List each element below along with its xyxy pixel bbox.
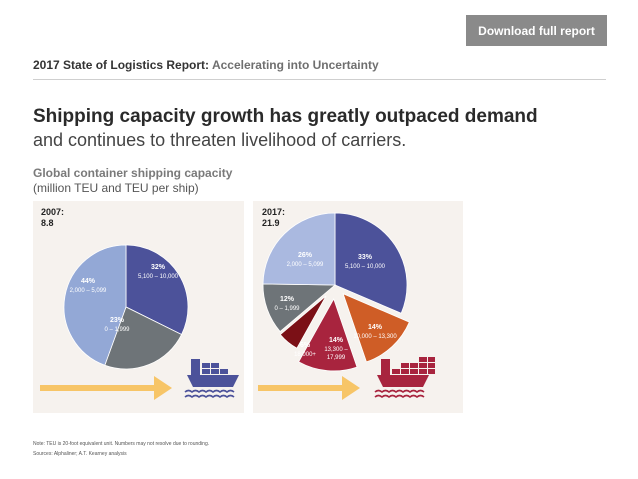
slice-2017-5-pct-label: 26% <box>298 252 313 259</box>
slice-2017-3-pct-label: 6% <box>300 342 311 349</box>
slice-2007-1-range-label: 0 – 1,999 <box>104 327 130 333</box>
year-label-2017: 2017: 21.9 <box>262 207 285 229</box>
container-box <box>220 369 228 374</box>
wave-line <box>374 394 425 399</box>
slice-2007-1-pct-label: 23% <box>110 317 125 324</box>
container-box <box>392 369 400 374</box>
pie-chart-2007: 32% 5,100 – 10,000 23% 0 – 1,999 44% 2,000 – … <box>40 244 239 400</box>
slice-2017-4-pct-label: 12% <box>280 296 295 303</box>
container-box <box>211 369 219 374</box>
pie-slice-2017-0 <box>334 212 408 314</box>
container-box <box>419 357 427 362</box>
slice-2007-0-range-label: 5,100 – 10,000 <box>138 274 179 280</box>
pie-slice-2017-5 <box>262 212 336 286</box>
footnote: Note: TEU is 20-foot equivalent unit. Nu… <box>33 441 210 447</box>
report-title-prefix: 2017 State of Logistics Report: <box>33 58 210 72</box>
slice-2007-2-pct-label: 44% <box>81 278 96 285</box>
container-box <box>419 369 427 374</box>
arrow-shaft <box>258 385 344 391</box>
panel-2007: 2007: 8.8 32% 5,100 – 10,000 23% 0 – 1,999 4… <box>33 201 244 413</box>
arrow-head <box>154 376 172 400</box>
slice-2017-5-range-label: 2,000 – 5,099 <box>287 262 324 268</box>
download-report-button[interactable]: Download full report <box>466 15 607 46</box>
ship-icon-2007 <box>184 359 239 399</box>
container-box <box>202 369 210 374</box>
year-2007: 2007: <box>41 207 65 217</box>
slice-2017-1-pct-label: 14% <box>368 324 383 331</box>
slice-2017-2-range-label: 13,300 – <box>324 347 348 353</box>
ship-hull <box>377 375 429 387</box>
container-box <box>428 357 435 362</box>
header-divider <box>33 79 606 80</box>
pie-slice-2007-1 <box>104 306 183 370</box>
wave-line <box>374 389 425 394</box>
container-box <box>401 363 409 368</box>
subheadline: and continues to threaten livelihood of … <box>33 130 407 150</box>
year-label-2007: 2007: 8.8 <box>41 207 64 229</box>
report-title-suffix: Accelerating into Uncertainty <box>211 58 379 72</box>
container-box <box>401 369 409 374</box>
pie-chart-2017: 33% 5,100 – 10,000 14% 10,000 – 13,300 14% 13… <box>258 212 435 400</box>
ship-bridge <box>381 359 390 375</box>
panel-2017: 2017: 21.9 33% 5,100 – 10,000 14% 10,000 – … <box>253 201 463 413</box>
arrow-head <box>342 376 360 400</box>
chart-title: Global container shipping capacity <box>33 166 233 180</box>
arrow-shaft <box>40 385 156 391</box>
pie-slice-2007-2 <box>63 244 127 366</box>
headline: Shipping capacity growth has greatly out… <box>33 106 538 127</box>
chart-subtitle: (million TEU and TEU per ship) <box>33 181 199 195</box>
total-2007: 8.8 <box>41 218 54 228</box>
wave-line <box>184 389 235 394</box>
container-box <box>410 363 418 368</box>
ship-bridge <box>191 359 200 375</box>
slice-2017-2-range-label: 17,999 <box>327 355 346 361</box>
ship-icon-2017 <box>374 357 435 399</box>
container-box <box>419 363 427 368</box>
container-box <box>428 369 435 374</box>
sources: Sources: Alphaliner; A.T. Kearney analys… <box>33 451 127 457</box>
ship-hull <box>187 375 239 387</box>
container-box <box>428 363 435 368</box>
pie-slice-2017-2 <box>298 297 358 372</box>
pie-slice-2007-0 <box>125 244 189 336</box>
slice-2017-2-pct-label: 14% <box>329 337 344 344</box>
slice-2017-0-pct-label: 33% <box>358 254 373 261</box>
pie-slice-2017-3 <box>279 295 327 349</box>
wave-line <box>184 394 235 399</box>
slice-2017-3-range-label: 18,000+ <box>294 352 316 358</box>
year-2017: 2017: <box>262 207 286 217</box>
slice-2007-2-range-label: 2,000 – 5,099 <box>70 288 107 294</box>
container-box <box>410 369 418 374</box>
total-2017: 21.9 <box>262 218 280 228</box>
report-title: 2017 State of Logistics Report: Accelera… <box>33 58 379 72</box>
container-box <box>211 363 219 368</box>
slice-2007-0-pct-label: 32% <box>151 264 166 271</box>
slice-2017-0-range-label: 5,100 – 10,000 <box>345 264 386 270</box>
slice-2017-1-range-label: 10,000 – 13,300 <box>353 334 397 340</box>
container-box <box>202 363 210 368</box>
slice-2017-4-range-label: 0 – 1,999 <box>274 306 300 312</box>
pie-slice-2017-1 <box>342 293 410 363</box>
